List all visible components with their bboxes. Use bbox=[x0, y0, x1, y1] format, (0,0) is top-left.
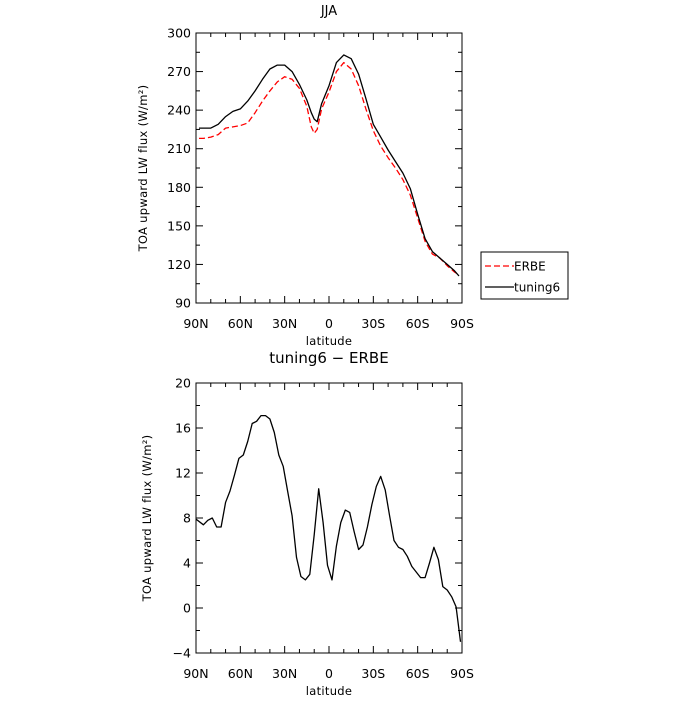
series-line-difference bbox=[195, 414, 462, 642]
plot-frame bbox=[195, 382, 463, 654]
y-tick-label: 210 bbox=[167, 141, 191, 156]
plot-frame bbox=[195, 32, 463, 304]
y-tick-label: 120 bbox=[167, 257, 191, 272]
y-tick-label: 180 bbox=[167, 180, 191, 195]
y-tick-label: 90 bbox=[175, 296, 191, 311]
x-tick-label: 30S bbox=[361, 666, 385, 681]
x-tick-label: 60N bbox=[228, 316, 253, 331]
series-line-tuning6 bbox=[199, 54, 460, 277]
legend-label: tuning6 bbox=[514, 281, 560, 295]
chart-2: tuning6 − ERBE 90N 60N 30N 0 30S 60S 90S −4 0 4 8 12… bbox=[140, 349, 474, 698]
y-tick-label: 240 bbox=[167, 103, 191, 118]
series-line-erbe bbox=[199, 61, 460, 276]
y-tick-label: 4 bbox=[183, 556, 191, 571]
x-tick-label: 30N bbox=[272, 666, 297, 681]
legend-box bbox=[480, 251, 569, 300]
x-tick-label: 60N bbox=[228, 666, 253, 681]
y-tick-label: 0 bbox=[183, 601, 191, 616]
x-tick-label: 90S bbox=[450, 316, 474, 331]
y-tick-label: 300 bbox=[167, 26, 191, 41]
y-tick-label: 16 bbox=[175, 421, 191, 436]
y-axis-title: TOA upward LW flux (W/m²) bbox=[140, 435, 154, 603]
x-tick-label: 90N bbox=[183, 666, 208, 681]
x-tick-label: 0 bbox=[325, 666, 333, 681]
x-tick-label: 0 bbox=[325, 316, 333, 331]
y-tick-label: 20 bbox=[175, 376, 191, 391]
y-axis-title: TOA upward LW flux (W/m²) bbox=[136, 85, 150, 253]
x-tick-label: 90N bbox=[183, 316, 208, 331]
legend: ERBE tuning6 bbox=[480, 251, 569, 300]
x-tick-label: 60S bbox=[406, 666, 430, 681]
y-tick-label: 12 bbox=[175, 466, 191, 481]
y-tick-label: 150 bbox=[167, 218, 191, 233]
chart-title: tuning6 − ERBE bbox=[269, 349, 388, 367]
chart-title: JJA bbox=[320, 4, 337, 19]
legend-label: ERBE bbox=[514, 260, 546, 274]
y-tick-label: 8 bbox=[183, 511, 191, 526]
x-axis-title: latitude bbox=[306, 334, 353, 348]
x-tick-label: 30N bbox=[272, 316, 297, 331]
x-axis-title: latitude bbox=[306, 684, 353, 698]
x-tick-label: 90S bbox=[450, 666, 474, 681]
y-tick-label: 270 bbox=[167, 64, 191, 79]
x-tick-label: 60S bbox=[406, 316, 430, 331]
x-tick-label: 30S bbox=[361, 316, 385, 331]
y-tick-label: −4 bbox=[173, 646, 191, 661]
chart-1: JJA 90N 60N 30N 0 30S 60S 90S 90 120 150 180 210 240 2… bbox=[136, 4, 569, 348]
